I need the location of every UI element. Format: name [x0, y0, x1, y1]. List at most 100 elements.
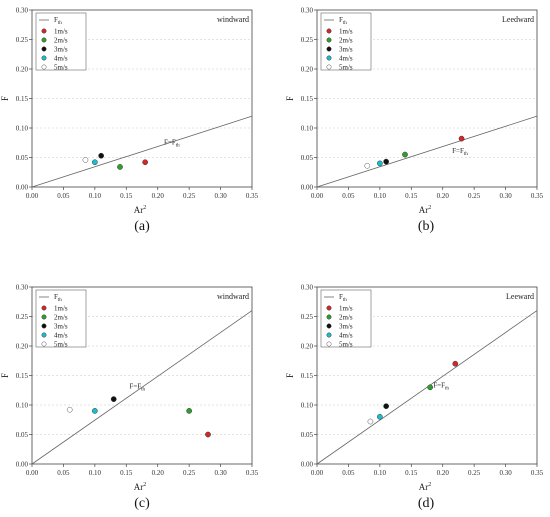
legend-swatch [326, 314, 332, 320]
x-axis-label-sup: 2 [428, 205, 431, 211]
x-tick-label: 0.20 [152, 469, 165, 477]
x-tick-label: 0.00 [26, 469, 39, 477]
legend-swatch [326, 332, 332, 338]
threshold-line [31, 310, 253, 465]
line-annotation: F=Fth [433, 381, 449, 391]
x-axis-label-sup: 2 [143, 205, 146, 211]
legend-swatch [326, 64, 332, 70]
legend-entry: 4m/s [339, 332, 353, 340]
x-tick-label: 0.35 [246, 192, 259, 200]
legend-swatch [41, 341, 47, 347]
legend-swatch [41, 28, 47, 34]
x-tick-label: 0.15 [405, 469, 418, 477]
legend-swatch [326, 305, 332, 311]
x-tick-label: 0.25 [468, 469, 481, 477]
data-point-3m-per-s [383, 403, 389, 410]
legend: Fth 1m/s2m/s3m/s4m/s5m/s [320, 12, 372, 72]
legend-entry: 4m/s [339, 55, 353, 63]
legend-entry: 5m/s [54, 341, 68, 349]
chart-panel-3: 0.00 0.05 0.10 0.15 0.20 0.25 0.30 0.35 0.00 0.05… [0, 284, 259, 493]
legend-swatch [326, 55, 332, 61]
x-tick-label: 0.05 [342, 469, 355, 477]
x-tick-label: 0.15 [120, 469, 133, 477]
legend-entry: 3m/s [54, 323, 68, 331]
legend-entry: 1m/s [339, 28, 353, 36]
x-tick-label: 0.25 [183, 192, 196, 200]
legend-line-label-sub: th [343, 21, 347, 26]
line-annotation-text: F=F [452, 147, 464, 155]
corner-label: windward [217, 292, 249, 301]
y-tick-label: 0.10 [301, 402, 314, 410]
x-tick-label: 0.05 [57, 192, 70, 200]
y-tick-label: 0.00 [301, 184, 314, 192]
legend-box [320, 289, 372, 348]
legend-entry: 2m/s [54, 37, 68, 45]
legend-entry: 1m/s [54, 28, 68, 36]
data-point-2m-per-s [427, 384, 433, 391]
data-point-3m-per-s [383, 158, 389, 165]
legend-swatch [326, 37, 332, 43]
y-axis-label: F [285, 373, 295, 378]
y-tick-label: 0.00 [16, 461, 29, 469]
line-annotation-sub: th [445, 386, 449, 391]
y-tick-label: 0.25 [301, 313, 314, 321]
y-tick-label: 0.00 [16, 184, 29, 192]
y-tick-label: 0.05 [301, 431, 314, 439]
x-tick-label: 0.10 [89, 469, 102, 477]
data-point-4m-per-s [377, 413, 383, 420]
line-annotation: F=Fth [452, 147, 468, 157]
x-axis-label-sup: 2 [143, 482, 146, 488]
legend-swatch [41, 332, 47, 338]
legend: Fth 1m/s2m/s3m/s4m/s5m/s [320, 289, 372, 349]
legend-swatch [41, 64, 47, 70]
panel-label: (b) [418, 219, 435, 234]
legend-swatch [326, 341, 332, 347]
y-tick-label: 0.25 [16, 313, 29, 321]
x-axis-label: Ar2 [419, 482, 432, 492]
legend-entry: 2m/s [54, 314, 68, 322]
panel-label: (a) [134, 219, 150, 234]
x-tick-label: 0.35 [531, 192, 544, 200]
data-point-2m-per-s [402, 151, 408, 158]
corner-label: Leedward [502, 15, 534, 24]
line-annotation-text: F=F [164, 139, 176, 147]
x-tick-label: 0.30 [214, 192, 227, 200]
line-annotation-text: F=F [129, 382, 141, 390]
y-axis-label: F [285, 96, 295, 101]
x-tick-label: 0.25 [183, 469, 196, 477]
data-point-5m-per-s [66, 406, 73, 413]
y-tick-label: 0.30 [16, 7, 29, 15]
legend-line-label-text: F [54, 16, 58, 24]
x-axis-label: Ar2 [134, 482, 147, 492]
corner-label: Leeward [506, 292, 534, 301]
legend-entry: 4m/s [54, 332, 68, 340]
data-point-4m-per-s [92, 159, 98, 166]
data-point-5m-per-s [82, 157, 89, 163]
x-tick-label: 0.00 [311, 192, 324, 200]
legend-swatch [41, 55, 47, 61]
y-tick-label: 0.30 [301, 7, 314, 15]
x-tick-label: 0.30 [499, 469, 512, 477]
y-tick-label: 0.20 [16, 66, 29, 74]
data-point-5m-per-s [367, 418, 374, 425]
line-annotation-sub: th [464, 152, 468, 157]
legend-swatch [41, 46, 47, 52]
data-point-2m-per-s [186, 408, 192, 414]
y-axis-label: F [0, 373, 10, 378]
data-point-5m-per-s [364, 162, 371, 169]
y-tick-label: 0.25 [16, 36, 29, 44]
legend-line-label-text: F [339, 293, 343, 301]
legend-line-label-text: F [339, 16, 343, 24]
x-tick-label: 0.20 [152, 192, 165, 200]
x-tick-label: 0.00 [26, 192, 39, 200]
x-tick-label: 0.00 [311, 469, 324, 477]
y-axis-label: F [0, 96, 10, 101]
line-annotation-sub: th [176, 144, 180, 149]
legend-swatch [326, 323, 332, 329]
legend-line-label: Fth [339, 293, 347, 303]
panel-label: (d) [418, 496, 435, 511]
x-tick-label: 0.10 [374, 469, 387, 477]
legend-swatch [41, 314, 47, 320]
legend-line-label: Fth [339, 16, 347, 26]
